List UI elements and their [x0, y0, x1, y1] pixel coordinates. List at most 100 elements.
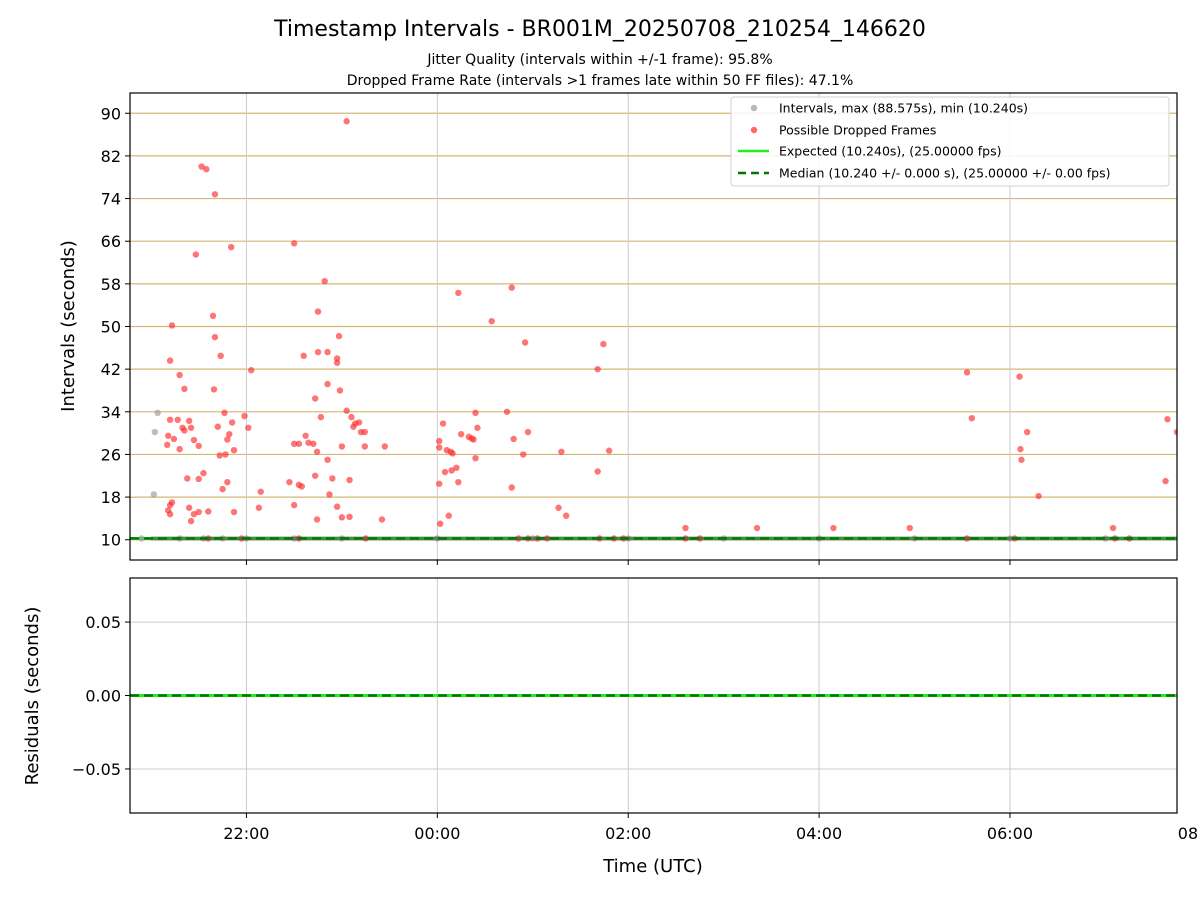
dropped-frame-point — [1035, 492, 1042, 500]
series-group — [164, 118, 1199, 542]
dropped-frame-point — [457, 430, 465, 438]
dropped-frame-point — [211, 333, 219, 341]
dropped-frame-point — [1016, 373, 1023, 380]
dropped-frame-point — [324, 348, 331, 356]
dropped-frame-point — [448, 467, 455, 474]
dropped-frame-point — [211, 191, 219, 198]
dropped-frame-point — [1018, 456, 1025, 463]
dropped-frame-point — [326, 491, 333, 498]
dropped-frame-point — [298, 483, 305, 490]
dropped-frame-point — [1109, 524, 1117, 532]
dropped-frame-point — [333, 503, 341, 510]
dropped-frame-point — [508, 284, 515, 291]
dropped-frame-point — [224, 436, 231, 443]
dropped-frame-point — [600, 340, 607, 348]
y-axis-label-intervals: Intervals (seconds) — [58, 240, 79, 412]
dropped-frame-point — [439, 420, 447, 427]
dropped-frame-point — [441, 468, 449, 476]
dropped-frame-point — [168, 499, 176, 506]
dropped-frame-point — [1162, 477, 1169, 485]
interval-point — [138, 535, 145, 542]
legend-label: Intervals, max (88.575s), min (10.240s) — [779, 101, 1028, 116]
dropped-frame-point — [195, 475, 202, 483]
dropped-frame-point — [209, 312, 217, 320]
x-tick-label: 22:00 — [223, 824, 269, 843]
dropped-frame-point — [449, 450, 456, 457]
dropped-frame-point — [594, 365, 601, 373]
y-tick-label: 42 — [101, 360, 121, 379]
dropped-frame-point — [335, 332, 343, 340]
y-tick-label: 58 — [101, 275, 121, 294]
y-tick-label: 50 — [101, 318, 121, 337]
legend-marker-dropped — [750, 126, 758, 134]
dropped-frame-point — [324, 380, 331, 388]
dropped-frame-point — [472, 409, 479, 417]
dropped-frame-point — [1173, 428, 1177, 436]
dropped-frame-point — [300, 352, 307, 360]
legend-box — [730, 96, 1170, 187]
x-tick-label: 02:00 — [605, 824, 651, 843]
x-tick-label: 04:00 — [796, 824, 842, 843]
dropped-frame-point — [295, 440, 303, 447]
dropped-frame-point — [164, 432, 172, 439]
dropped-frame-point — [1017, 445, 1024, 453]
dropped-frame-point — [1193, 535, 1199, 541]
legend-label: Possible Dropped Frames — [779, 123, 936, 138]
y-tick-label: 34 — [101, 403, 121, 422]
series-group — [138, 409, 1109, 542]
dropped-frame-point — [1164, 416, 1171, 423]
legend-marker-intervals — [750, 104, 758, 112]
dropped-frame-point — [166, 357, 174, 364]
dropped-frame-point — [963, 369, 971, 376]
dropped-frame-point — [195, 442, 202, 450]
dropped-frame-point — [290, 240, 298, 247]
dropped-frame-point — [524, 428, 532, 436]
y-tick-label: 66 — [101, 232, 121, 251]
dropped-frame-point — [324, 456, 331, 463]
dropped-frame-point — [164, 441, 171, 449]
dropped-frame-point — [228, 419, 236, 426]
dropped-frame-point — [302, 432, 309, 439]
residuals-plot: 0.05 0.00 −0.05 22:00 00:00 02:00 04:00 06:00 08… — [72, 577, 1200, 843]
dropped-frame-point — [230, 446, 238, 454]
dropped-frame-point — [310, 440, 317, 447]
y-tick-label: 18 — [101, 488, 121, 507]
dropped-frame-point — [314, 348, 322, 356]
interval-point — [150, 491, 158, 498]
interval-point — [151, 428, 159, 436]
dropped-frame-point — [214, 423, 222, 430]
dropped-frame-point — [436, 480, 443, 487]
dropped-frame-point — [520, 451, 527, 458]
dropped-frame-point — [1182, 377, 1188, 383]
dropped-frame-point — [474, 424, 481, 431]
dropped-frame-point — [558, 448, 565, 455]
dropped-frame-point — [170, 435, 178, 443]
dropped-frame-point — [488, 317, 495, 325]
y-tick-label: 74 — [101, 190, 121, 209]
dropped-frame-point — [906, 524, 913, 532]
legend-label: Expected (10.240s), (25.00000 fps) — [779, 144, 1001, 159]
chart-legend: Intervals, max (88.575s), min (10.240s) P… — [730, 96, 1170, 187]
y-tick-label: 0.05 — [85, 613, 121, 632]
dropped-frame-point — [436, 444, 443, 451]
dropped-frame-point — [210, 386, 218, 393]
dropped-frame-point — [508, 484, 515, 491]
legend-label: Median (10.240 +/- 0.000 s), (25.00000 +… — [779, 166, 1110, 181]
dropped-frame-point — [226, 430, 233, 438]
dropped-frame-point — [453, 464, 460, 471]
dropped-frame-point — [562, 512, 570, 519]
chart-subtitle-dropped: Dropped Frame Rate (intervals >1 frames … — [347, 73, 854, 89]
dropped-frame-point — [187, 424, 195, 431]
dropped-frame-point — [361, 428, 368, 436]
dropped-frame-point — [455, 478, 462, 486]
dropped-frame-point — [185, 417, 193, 425]
dropped-frame-point — [181, 385, 188, 393]
dropped-frame-point — [217, 352, 224, 360]
dropped-frame-point — [230, 508, 238, 516]
dropped-frame-point — [521, 339, 529, 346]
dropped-frame-point — [361, 443, 368, 450]
dropped-frame-point — [753, 524, 761, 532]
dropped-frame-point — [257, 488, 264, 495]
dropped-frame-point — [1179, 352, 1185, 358]
dropped-frame-point — [290, 440, 298, 447]
